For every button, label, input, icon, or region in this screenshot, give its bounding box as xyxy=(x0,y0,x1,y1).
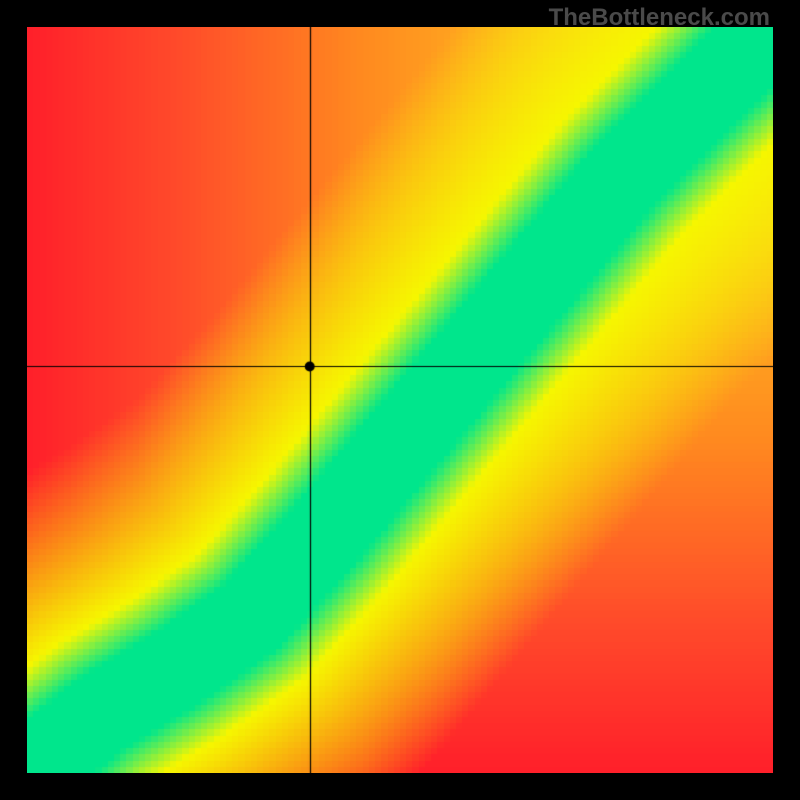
watermark-text: TheBottleneck.com xyxy=(549,4,770,32)
chart-container: TheBottleneck.com xyxy=(0,0,800,800)
bottleneck-heatmap xyxy=(27,27,773,773)
